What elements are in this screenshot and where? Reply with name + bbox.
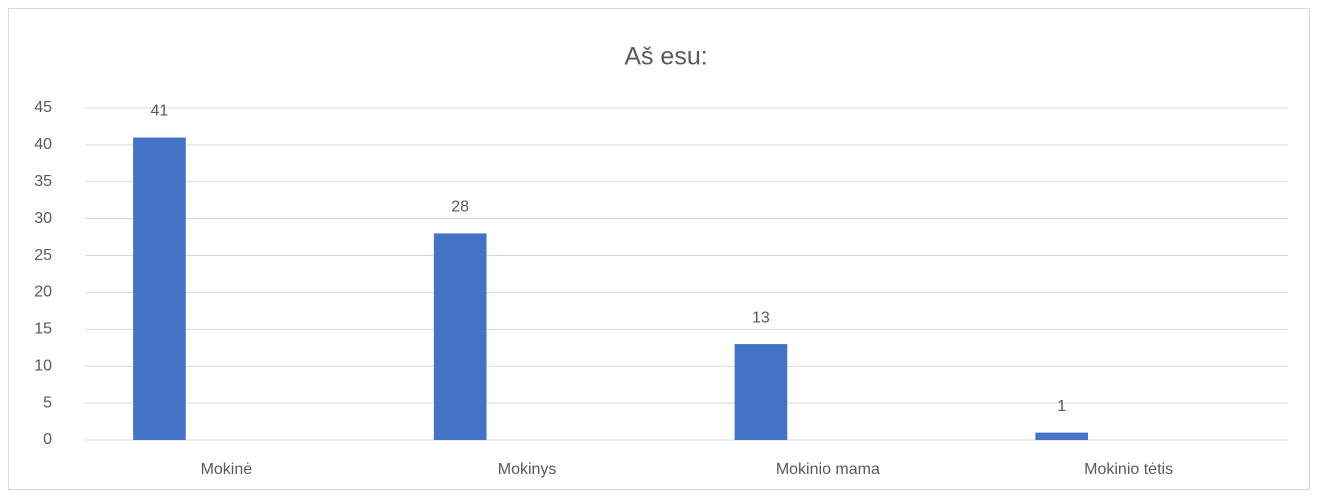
y-tick-label: 40: [34, 136, 52, 153]
y-tick-label: 45: [34, 99, 52, 116]
x-tick-label: Mokinė: [201, 461, 253, 478]
data-label: 28: [451, 199, 469, 216]
bar: [133, 137, 186, 440]
y-tick-label: 0: [43, 431, 52, 448]
data-label: 1: [1057, 398, 1066, 415]
y-tick-label: 10: [34, 357, 52, 374]
y-tick-label: 25: [34, 247, 52, 264]
y-tick-label: 20: [34, 284, 52, 301]
x-tick-label: Mokinio tėtis: [1084, 461, 1173, 478]
data-label: 13: [752, 309, 770, 326]
data-label: 41: [151, 103, 169, 120]
x-tick-label: Mokinys: [498, 461, 557, 478]
y-tick-label: 35: [34, 173, 52, 190]
x-tick-label: Mokinio mama: [776, 461, 880, 478]
chart-border: [8, 8, 1310, 490]
y-tick-label: 30: [34, 210, 52, 227]
y-tick-label: 5: [43, 394, 52, 411]
chart-title: Aš esu:: [624, 43, 707, 71]
bar: [433, 233, 487, 440]
bar: [734, 344, 788, 440]
bar: [1035, 432, 1089, 440]
y-tick-label: 15: [34, 321, 52, 338]
